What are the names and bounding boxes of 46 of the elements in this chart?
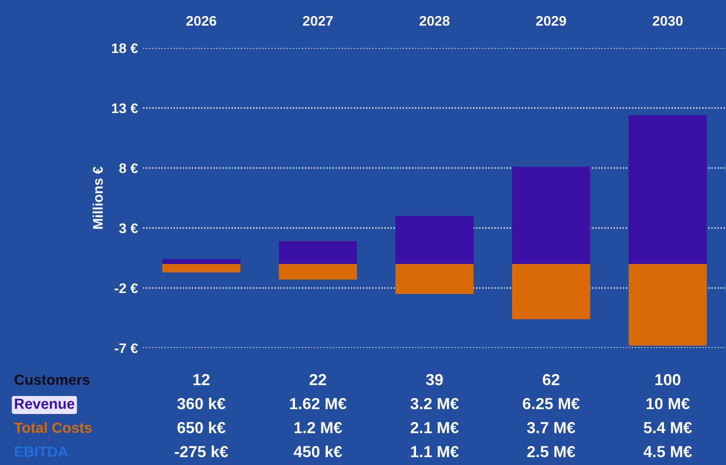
text: 1.1 M€ (411, 446, 459, 458)
y-tick-label: 13 € (112, 103, 138, 114)
text: 1.62 M€ (290, 398, 346, 410)
x-tick-label: 2030 (652, 16, 683, 26)
text: 360 k€ (177, 398, 226, 410)
x-tick-label: 2029 (536, 16, 566, 26)
text: -275 k€ (174, 446, 228, 458)
text: Total Costs (14, 422, 92, 433)
y-tick-label: 3 € (119, 223, 138, 234)
text: 4.5 M€ (644, 446, 692, 458)
y-tick-label: -2 € (114, 283, 138, 294)
y-axis-title: Millions € (92, 166, 103, 229)
x-tick-label: 2026 (186, 16, 216, 26)
text: 5.4 M€ (644, 422, 692, 434)
text: 100 (655, 374, 680, 386)
y-tick-label: -7 € (114, 343, 138, 354)
text: 450 k€ (294, 446, 342, 458)
x-tick-label: 2027 (302, 16, 333, 26)
text: Revenue (14, 398, 74, 409)
bar (162, 264, 240, 272)
bar (512, 166, 590, 264)
bar (628, 264, 707, 346)
y-tick-label: 8 € (119, 163, 138, 174)
bar (395, 264, 474, 294)
text: 650 k€ (177, 422, 226, 434)
bar (278, 241, 357, 264)
text: 3.7 M€ (527, 422, 576, 434)
text: Customers (14, 374, 90, 385)
text: 10 M€ (646, 398, 690, 410)
x-tick-label: 2028 (420, 16, 450, 26)
bar (278, 264, 357, 280)
text: 22 (310, 374, 326, 386)
text: 39 (426, 374, 443, 386)
bar (628, 115, 707, 264)
text: 2.1 M€ (410, 422, 459, 434)
text: 1.2 M€ (294, 422, 342, 434)
text: 62 (542, 374, 560, 386)
bar (512, 264, 590, 320)
text: 12 (193, 374, 210, 386)
text: EBITDA (14, 446, 68, 457)
text: 6.25 M€ (522, 398, 580, 410)
y-tick-label: 18 € (112, 43, 138, 54)
text: 3.2 M€ (410, 398, 459, 410)
bar (162, 259, 240, 264)
text: 2.5 M€ (527, 446, 576, 458)
bar (395, 216, 474, 264)
